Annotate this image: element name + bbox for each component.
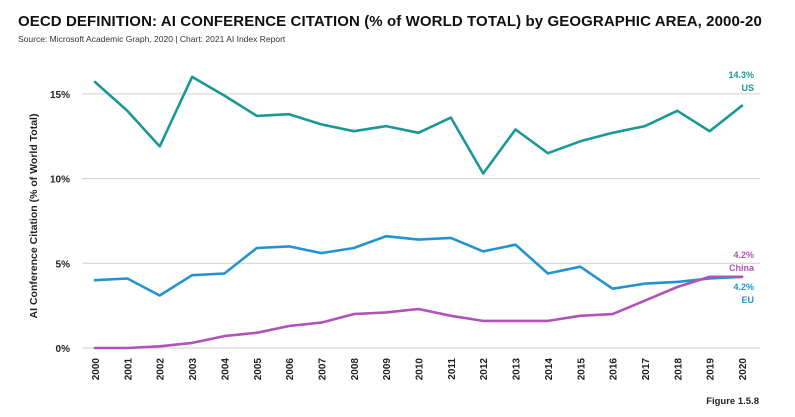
x-tick-label: 2017 bbox=[641, 358, 652, 381]
x-tick-label: 2004 bbox=[220, 358, 231, 381]
end-label-china-value: 4.2% bbox=[733, 250, 754, 260]
x-tick-label: 2006 bbox=[285, 358, 296, 381]
x-tick-label: 2001 bbox=[123, 358, 134, 381]
x-tick-label: 2014 bbox=[544, 358, 555, 381]
x-tick-label: 2011 bbox=[447, 358, 458, 380]
y-tick-label: 10% bbox=[50, 175, 70, 186]
y-tick-label: 15% bbox=[50, 90, 70, 101]
y-axis: 0% 5% 10% 15% AI Conference Citation (% of W… bbox=[28, 90, 70, 355]
x-tick-label: 2020 bbox=[738, 358, 749, 381]
x-tick-label: 2019 bbox=[706, 358, 717, 381]
x-tick-label: 2005 bbox=[253, 358, 264, 381]
chart-source: Source: Microsoft Academic Graph, 2020 |… bbox=[18, 34, 286, 44]
end-label-us-value: 14.3% bbox=[728, 70, 754, 80]
end-label-china-name: China bbox=[729, 263, 755, 273]
series-lines bbox=[93, 75, 744, 350]
x-tick-label: 2002 bbox=[156, 358, 167, 381]
x-tick-label: 2016 bbox=[609, 358, 620, 381]
x-tick-label: 2007 bbox=[317, 358, 328, 381]
series-line-eu bbox=[93, 234, 744, 297]
x-tick-label: 2012 bbox=[479, 358, 490, 381]
x-tick-label: 2015 bbox=[576, 358, 587, 381]
end-label-us-name: US bbox=[741, 83, 754, 93]
end-labels: 14.3% US 4.2% EU 4.2% China bbox=[728, 70, 755, 305]
x-tick-label: 2009 bbox=[382, 358, 393, 381]
x-tick-label: 2018 bbox=[673, 358, 684, 381]
series-line-china bbox=[93, 275, 744, 350]
y-axis-title: AI Conference Citation (% of World Total… bbox=[28, 114, 40, 319]
x-tick-label: 2008 bbox=[350, 358, 361, 381]
x-tick-label: 2003 bbox=[188, 358, 199, 381]
x-tick-label: 2000 bbox=[91, 358, 102, 381]
end-label-eu-value: 4.2% bbox=[733, 282, 754, 292]
y-tick-label: 5% bbox=[56, 259, 71, 270]
y-tick-label: 0% bbox=[56, 344, 71, 355]
gridlines bbox=[82, 93, 760, 349]
figure-number: Figure 1.5.8 bbox=[706, 396, 759, 407]
end-label-eu-name: EU bbox=[741, 295, 754, 305]
series-line-us bbox=[93, 75, 744, 175]
x-axis: 2000 2001 2002 2003 2004 2005 2006 2007 2008 2009… bbox=[91, 358, 749, 381]
chart-title: OECD DEFINITION: AI CONFERENCE CITATION … bbox=[18, 13, 762, 30]
x-tick-label: 2010 bbox=[415, 358, 426, 381]
x-tick-label: 2013 bbox=[512, 358, 523, 381]
